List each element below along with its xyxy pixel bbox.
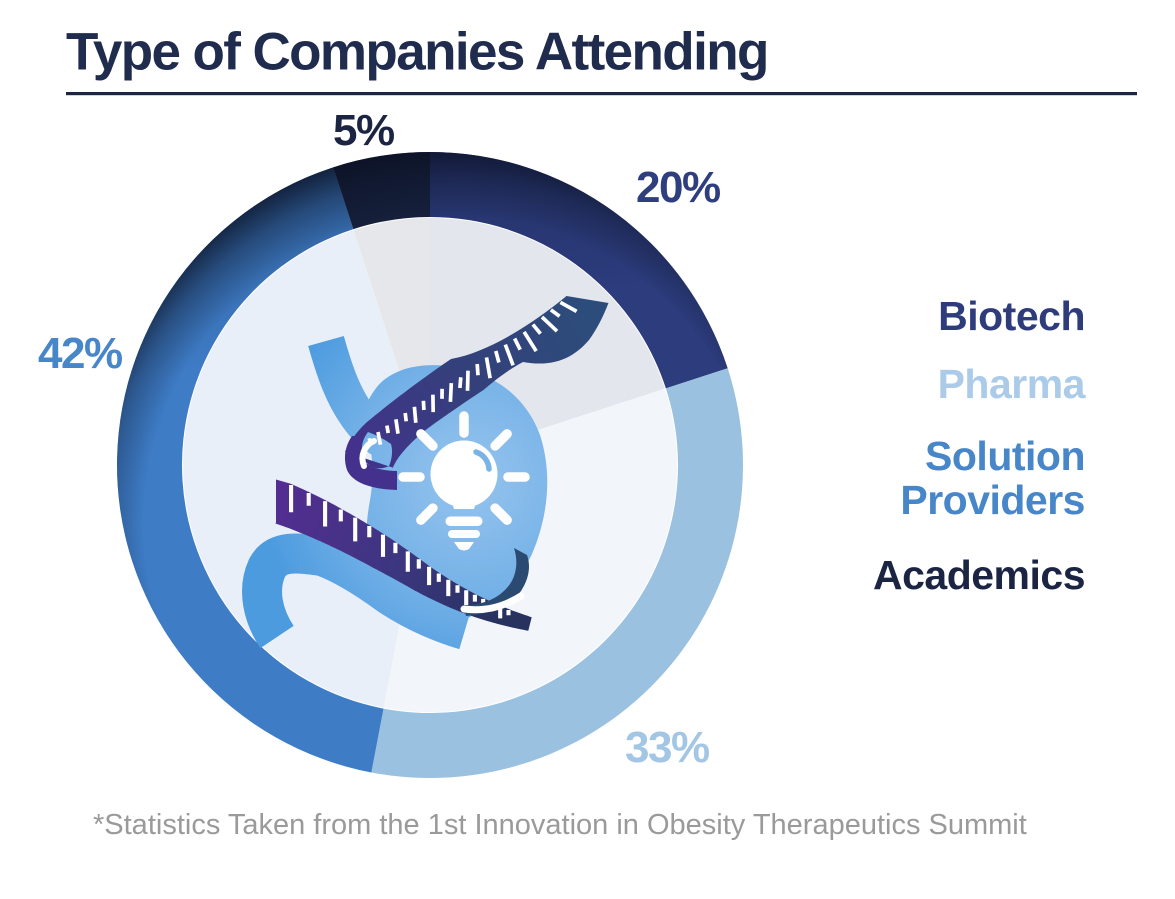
svg-text:Biotech: Biotech [938,293,1085,339]
svg-text:5%: 5% [333,106,394,155]
svg-text:33%: 33% [625,723,709,772]
svg-text:20%: 20% [636,163,720,212]
svg-text:Solution: Solution [925,433,1085,479]
svg-text:Academics: Academics [873,552,1085,598]
svg-text:*Statistics Taken from the 1st: *Statistics Taken from the 1st Innovatio… [93,809,1027,841]
svg-text:42%: 42% [38,329,122,378]
svg-text:Pharma: Pharma [938,361,1087,407]
svg-text:Type of Companies Attending: Type of Companies Attending [66,23,768,82]
svg-text:Providers: Providers [900,477,1085,523]
